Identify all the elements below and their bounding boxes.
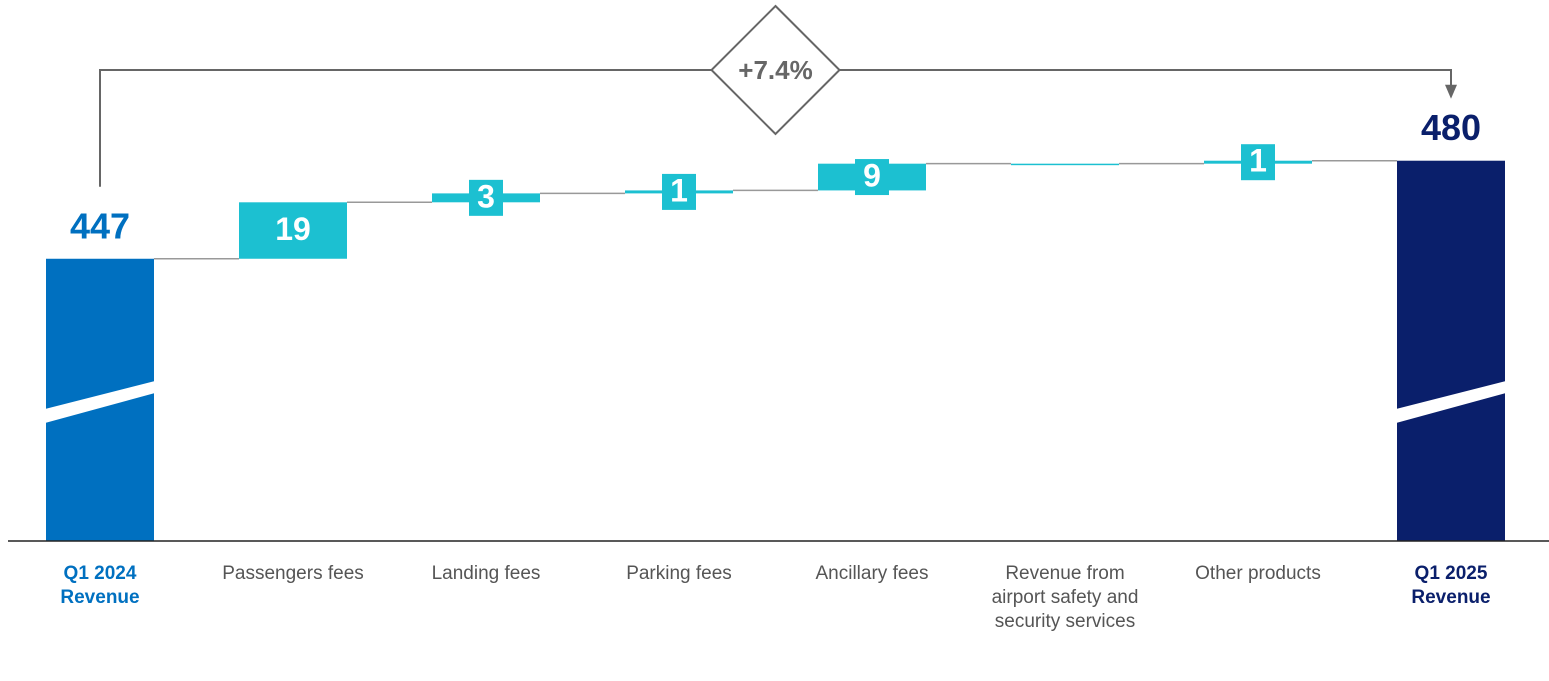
annotation: +7.4%: [738, 55, 812, 85]
x-tick-label: Q1 2024 Revenue: [60, 563, 140, 608]
x-tick-label: Ancillary fees: [815, 563, 929, 584]
value-label: 19: [275, 211, 311, 247]
value-label-box: [469, 179, 503, 216]
value-label: 1: [1249, 143, 1267, 179]
axis-break: [45, 381, 155, 423]
value-label-box: [855, 159, 889, 196]
value-label: 1: [670, 172, 688, 208]
bar: [1397, 160, 1505, 541]
value-label: 480: [1421, 107, 1481, 148]
value-label: 447: [70, 205, 130, 246]
x-tick-label: Parking fees: [626, 563, 732, 584]
bar: [1011, 163, 1119, 166]
axis-break: [1396, 381, 1506, 423]
arrow-head: [1445, 84, 1457, 99]
x-tick-label: Other products: [1195, 563, 1321, 584]
value-label: 9: [863, 158, 881, 194]
value-label-box: [258, 212, 328, 249]
x-tick-label: Landing fees: [431, 563, 541, 584]
value-label-box: [662, 173, 696, 210]
x-tick-label: Q1 2025 Revenue: [1411, 563, 1491, 608]
annotation-diamond: [710, 4, 841, 136]
value-label: 3: [477, 178, 495, 214]
value-label-box: [1241, 144, 1275, 181]
x-tick-label: Passengers fees: [222, 563, 364, 584]
x-tick-label: Revenue from airport safety and security…: [991, 563, 1139, 632]
